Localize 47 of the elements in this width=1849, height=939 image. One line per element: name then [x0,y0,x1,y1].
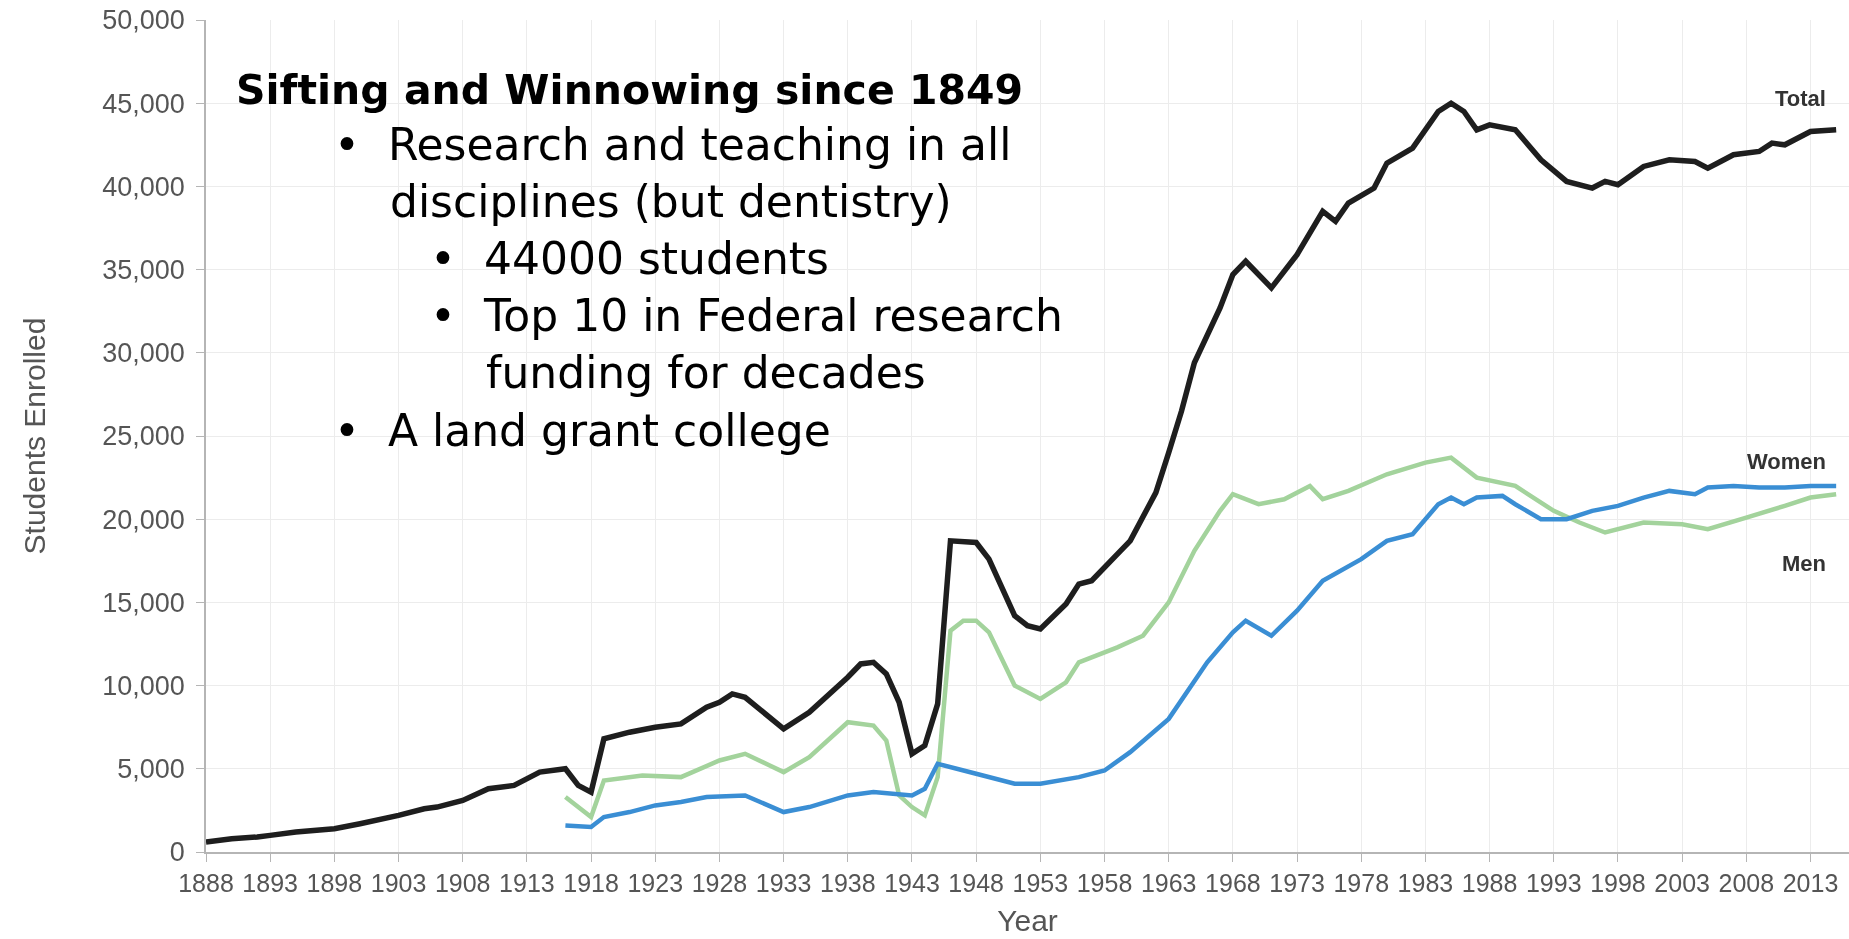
x-tick-label: 1973 [1269,868,1325,897]
x-tick-label: 1938 [819,868,876,897]
x-axis-title: Year [997,903,1058,937]
x-tick-label: 2003 [1654,868,1710,897]
annotation: • A land grant college [334,405,831,456]
y-tick-label: 10,000 [102,671,185,702]
y-tick-label: 25,000 [102,421,185,452]
x-tick-label: 1893 [242,868,298,897]
x-tick-label: 1898 [306,868,363,897]
x-tick-label: 1998 [1590,868,1646,897]
x-tick-label: 1943 [884,868,940,897]
x-tick-label: 1923 [627,868,684,897]
x-tick-label: 1913 [499,868,555,897]
x-tick-label: 1993 [1525,868,1582,897]
x-tick-label: 1903 [370,868,427,897]
x-tick-label: 1953 [1012,868,1069,897]
x-tick-label: 1958 [1076,868,1133,897]
y-tick-label: 35,000 [102,255,185,286]
y-axis-title: Students Enrolled [17,317,51,555]
x-tick-label: 1928 [691,868,748,897]
text: Sifting and Winnowing since 1849 [236,66,1024,115]
x-tick-label: 1978 [1333,868,1390,897]
x-tick-label: 2013 [1782,868,1839,897]
series-label: Men [1782,551,1826,576]
y-tick-label: 0 [169,837,185,868]
y-tick-label: 15,000 [102,587,185,618]
x-tick-label: 1908 [434,868,491,897]
y-tick-label: 40,000 [102,171,185,202]
y-tick-label: 5,000 [117,754,185,785]
y-tick-label: 50,000 [102,5,185,36]
y-tick-label: 20,000 [102,504,185,535]
series-label: Total [1775,86,1826,111]
x-tick-label: 1933 [755,868,812,897]
annotation: • Top 10 in Federal research funding for decades [430,290,1063,399]
y-tick-label: 30,000 [102,338,185,369]
x-tick-label: 1918 [563,868,619,897]
x-tick-label: 1988 [1461,868,1518,897]
x-tick-label: 1983 [1397,868,1454,897]
y-tick-label: 45,000 [102,88,185,119]
x-tick-label: 1888 [178,868,234,897]
x-tick-label: 1963 [1140,868,1197,897]
x-tick-label: 2008 [1718,868,1775,897]
x-tick-label: 1968 [1205,868,1261,897]
annotation: • Research and teaching in all disciplines (but dentistry) [334,119,1012,228]
x-tick-label: 1948 [948,868,1004,897]
annotation: • 44000 students [430,233,830,284]
series-label: Women [1747,449,1827,474]
